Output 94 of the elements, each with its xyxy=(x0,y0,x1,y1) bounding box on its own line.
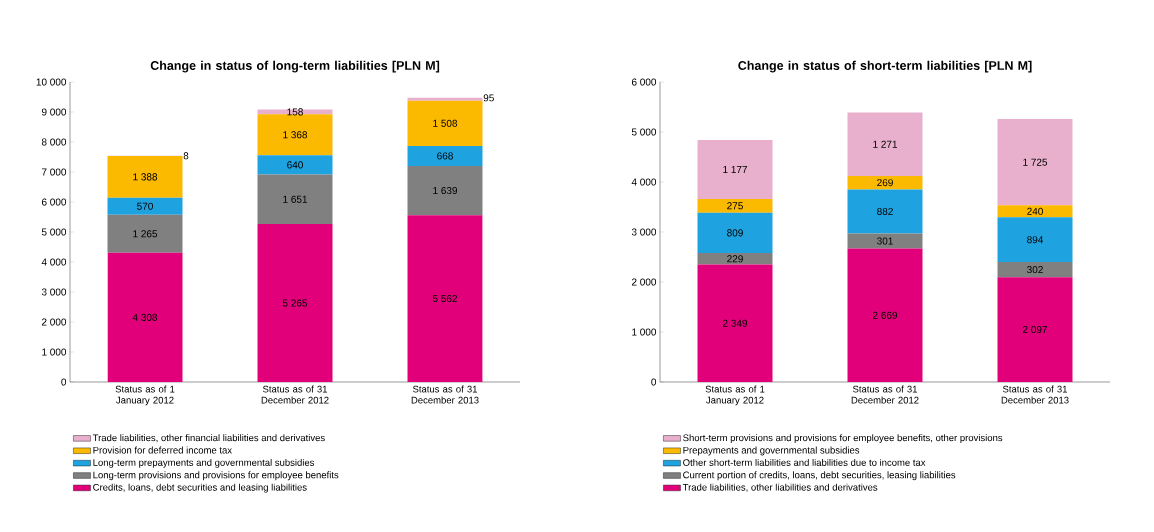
legend-label: Long-term prepayments and governmental subsidies xyxy=(93,458,315,468)
chart-title: Change in status of long-term liabilities [PLN M] xyxy=(150,60,440,73)
bar xyxy=(407,145,483,166)
y-tick-label: 10 000 xyxy=(36,78,67,86)
x-tick-label: Status as of 31 December 2012 xyxy=(851,385,919,404)
data-label: 269 xyxy=(877,179,893,187)
bar xyxy=(697,253,773,265)
bar xyxy=(257,174,333,225)
bar xyxy=(997,119,1073,206)
bar xyxy=(407,100,483,146)
y-tick-label: 4 000 xyxy=(631,178,657,186)
data-label: 302 xyxy=(1027,266,1043,274)
bar xyxy=(407,165,483,216)
data-label: 1 639 xyxy=(433,187,458,195)
y-tick-label: 6 000 xyxy=(41,198,67,206)
bar xyxy=(997,217,1073,263)
data-label: 882 xyxy=(877,207,893,215)
bar xyxy=(847,112,923,176)
y-tick-label: 3 000 xyxy=(41,288,67,296)
data-label: 1 271 xyxy=(873,140,898,148)
y-tick-label: 1 000 xyxy=(42,348,67,356)
data-label: 5 562 xyxy=(432,295,458,303)
y-tick-label: 2 000 xyxy=(41,318,67,326)
bar xyxy=(847,248,923,382)
data-label: 1 388 xyxy=(133,173,158,181)
data-label: 95 xyxy=(483,94,494,102)
legend-label: Short-term provisions and provisions for employee benefits, other provisions xyxy=(683,434,1003,444)
y-tick-label: 3 000 xyxy=(631,228,657,236)
data-label: 640 xyxy=(287,161,303,169)
data-label: 5 265 xyxy=(282,299,308,307)
bar xyxy=(997,277,1073,382)
y-tick-label: 5 000 xyxy=(41,228,67,236)
legend-label: Trade liabilities, other financial liabilities and derivatives xyxy=(92,434,325,443)
bar xyxy=(697,212,773,254)
data-label: 1 368 xyxy=(283,131,308,139)
y-tick-label: 8 000 xyxy=(41,138,67,146)
legend-label: Current portion of credits, loans, debt securities, leasing liabilities xyxy=(683,471,956,481)
y-tick-label: 0 xyxy=(651,378,657,386)
bar xyxy=(997,262,1073,278)
bar xyxy=(847,233,923,249)
data-label: 229 xyxy=(727,255,743,263)
data-label: 809 xyxy=(727,229,743,237)
bar xyxy=(697,140,773,199)
legend-label: Long-term provisions and provisions for employee benefits xyxy=(93,471,339,481)
y-tick-label: 5 000 xyxy=(631,128,657,136)
bar xyxy=(107,252,183,382)
bar xyxy=(407,215,483,382)
data-label: 570 xyxy=(137,202,153,210)
y-tick-label: 2 000 xyxy=(631,278,657,286)
x-tick-label: Status as of 1 January 2012 xyxy=(115,385,175,406)
data-label: 8 xyxy=(183,152,189,160)
y-tick-label: 9 000 xyxy=(41,108,67,116)
legend-label: Prepayments and governmental subsidies xyxy=(683,446,860,456)
data-label: 2 097 xyxy=(1022,326,1047,334)
chart-title: Change in status of short-term liabilities [PLN M] xyxy=(738,60,1032,73)
bar xyxy=(697,198,773,213)
legend-label: Trade liabilities, other liabilities and derivatives xyxy=(682,483,878,492)
data-label: 301 xyxy=(877,237,893,245)
bar xyxy=(997,205,1073,218)
legend-label: Credits, loans, debt securities and leasing liabilities xyxy=(93,483,307,493)
data-label: 1 508 xyxy=(433,119,458,127)
data-label: 158 xyxy=(287,108,303,116)
legend-label: Provision for deferred income tax xyxy=(93,446,232,454)
y-tick-label: 6 000 xyxy=(631,78,657,86)
data-label: 894 xyxy=(1027,236,1044,244)
bar xyxy=(107,197,183,215)
data-label: 2 349 xyxy=(722,319,748,327)
y-tick-label: 0 xyxy=(61,378,67,386)
data-label: 1 651 xyxy=(283,195,308,203)
data-label: 1 177 xyxy=(723,166,748,173)
x-tick-label: Status as of 1 January 2012 xyxy=(705,385,765,406)
y-tick-label: 7 000 xyxy=(41,168,67,176)
y-tick-label: 4 000 xyxy=(41,258,67,266)
data-label: 4 308 xyxy=(132,313,158,321)
bar xyxy=(107,156,183,198)
y-tick-label: 1 000 xyxy=(632,328,657,336)
x-tick-label: Status as of 31 December 2013 xyxy=(1001,385,1069,404)
data-label: 275 xyxy=(727,202,743,210)
legend-label: Other short-term liabilities and liabilities due to income tax xyxy=(683,458,926,466)
bar xyxy=(257,224,333,382)
data-label: 240 xyxy=(1027,207,1043,215)
bar xyxy=(107,214,183,253)
bar xyxy=(407,97,483,101)
bar xyxy=(257,114,333,156)
bar xyxy=(847,189,923,234)
x-tick-label: Status as of 31 December 2013 xyxy=(411,385,479,404)
data-label: 668 xyxy=(437,152,453,160)
bar xyxy=(697,264,773,382)
data-label: 1 265 xyxy=(133,230,158,238)
data-label: 1 725 xyxy=(1023,158,1048,166)
data-label: 2 669 xyxy=(872,311,898,319)
bar xyxy=(257,155,333,175)
bar xyxy=(847,175,923,190)
x-tick-label: Status as of 31 December 2012 xyxy=(261,385,329,404)
